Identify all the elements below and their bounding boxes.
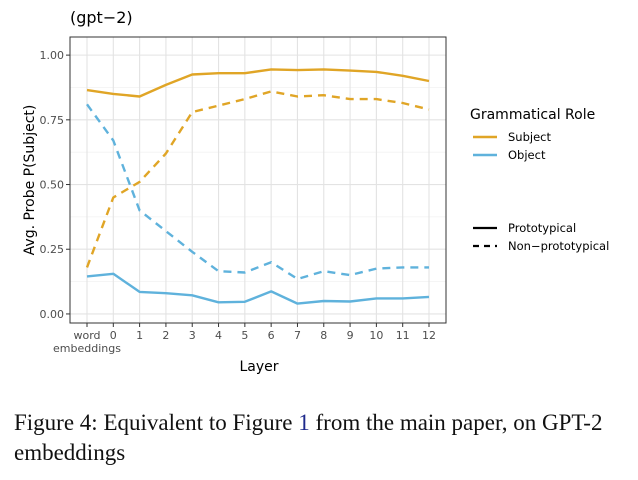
x-tick-label: 4 — [215, 329, 222, 342]
legend-label-non-prototypical: Non−prototypical — [508, 239, 609, 253]
y-axis-title: Avg. Probe P(Subject) — [22, 105, 38, 256]
legend-label-object: Object — [508, 148, 546, 162]
x-tick-label: 9 — [347, 329, 354, 342]
x-tick-label: 8 — [320, 329, 327, 342]
chart-title: (gpt−2) — [70, 8, 133, 27]
caption-prefix: Figure 4: Equivalent to Figure — [14, 410, 293, 435]
plot-panel-border — [69, 36, 447, 324]
x-tick-label: 3 — [189, 329, 196, 342]
figure-caption: Figure 4: Equivalent to Figure 1 from th… — [14, 408, 634, 468]
series-line-subject-non-prototypical — [85, 90, 430, 268]
caption-suffix: from the main paper, on GPT-2 embeddings — [14, 410, 603, 465]
y-tick-label: 1.00 — [40, 49, 65, 62]
series-line-subject-prototypical — [86, 68, 430, 98]
x-tick-label: 11 — [396, 329, 410, 342]
legend-label-subject: Subject — [508, 130, 551, 144]
x-tick-label: word embeddings — [53, 329, 121, 355]
legend-label-prototypical: Prototypical — [508, 221, 576, 235]
x-axis-title: Layer — [239, 359, 278, 375]
y-tick-label: 0.50 — [40, 179, 65, 192]
legend-title: Grammatical Role — [470, 107, 595, 123]
x-tick-label: 0 — [110, 329, 117, 342]
legend: Grammatical Role Subject Object Prototypic… — [470, 107, 609, 253]
figure-reference-link[interactable]: 1 — [298, 410, 310, 435]
x-tick-label: 2 — [162, 329, 169, 342]
y-tick-label: 0.75 — [40, 114, 65, 127]
y-tick-label: 0.25 — [40, 243, 65, 256]
x-tick-label: 5 — [241, 329, 248, 342]
series-line-object-prototypical — [86, 272, 430, 305]
x-tick-label: 7 — [294, 329, 301, 342]
x-tick-label: 10 — [369, 329, 383, 342]
x-tick-label: 12 — [422, 329, 436, 342]
y-tick-label: 0.00 — [40, 308, 65, 321]
series-line-object-non-prototypical — [86, 103, 429, 281]
x-tick-label: 6 — [268, 329, 275, 342]
x-tick-label: 1 — [136, 329, 143, 342]
